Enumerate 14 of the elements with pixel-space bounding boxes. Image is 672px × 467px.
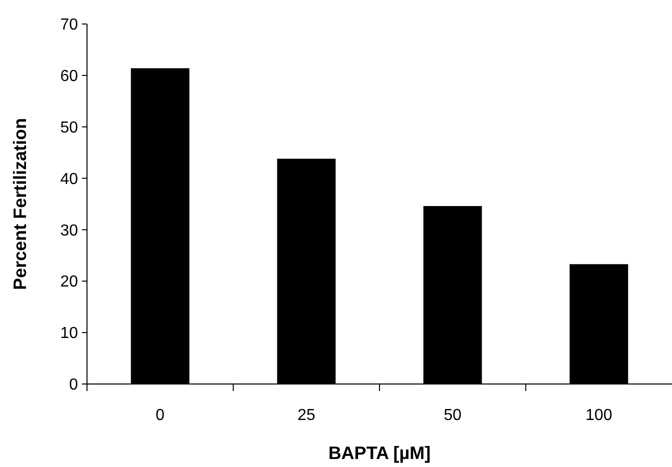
x-tick-label: 100 bbox=[586, 407, 612, 424]
y-tick-label: 70 bbox=[60, 16, 78, 34]
y-axis-title: Percent Fertilization bbox=[10, 118, 30, 290]
y-tick-label: 0 bbox=[69, 376, 78, 394]
y-tick-label: 10 bbox=[60, 325, 78, 342]
y-tick-label: 30 bbox=[60, 222, 78, 240]
y-tick-label: 60 bbox=[60, 68, 78, 86]
y-tick-label: 40 bbox=[60, 170, 78, 188]
y-tick-label: 50 bbox=[60, 119, 78, 136]
y-tick-label: 20 bbox=[60, 274, 78, 291]
x-tick-label: 0 bbox=[156, 407, 165, 424]
x-axis-title: BAPTA [µM] bbox=[328, 443, 431, 463]
x-tick-label: 25 bbox=[297, 407, 316, 424]
x-tick-label: 50 bbox=[444, 407, 462, 424]
